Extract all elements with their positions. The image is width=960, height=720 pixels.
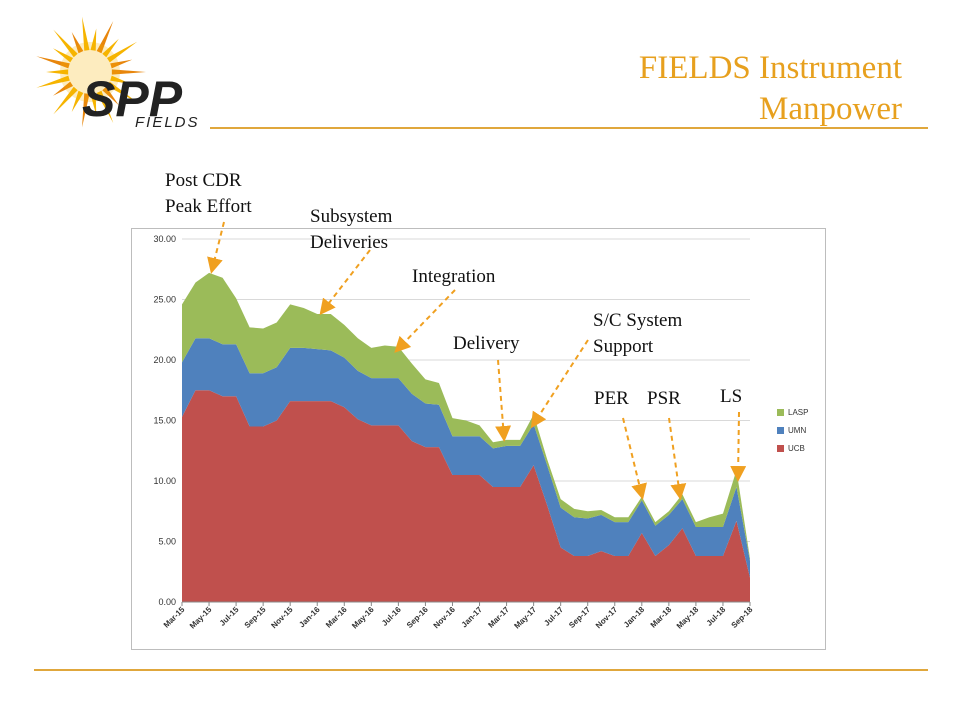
sun-ray bbox=[36, 56, 70, 69]
area-umn bbox=[182, 338, 750, 578]
x-tick-label: Mar-17 bbox=[486, 605, 511, 630]
sun-ray bbox=[52, 81, 74, 96]
x-tick-label: Nov-16 bbox=[432, 605, 458, 631]
annotation-post-cdr: Post CDR Peak Effort bbox=[165, 168, 252, 220]
annotation-post-cdr-line1: Post CDR bbox=[165, 170, 242, 191]
sun-ray bbox=[71, 31, 84, 54]
sun-ray bbox=[106, 81, 138, 103]
sun-ray bbox=[111, 69, 146, 75]
sun-ray bbox=[96, 90, 114, 123]
x-tick-label: Jul-18 bbox=[705, 605, 728, 628]
sun-ray bbox=[106, 41, 138, 63]
annotation-post-cdr-line2: Peak Effort bbox=[165, 196, 252, 217]
x-tick-label: Sep-18 bbox=[729, 605, 754, 630]
y-tick-label: 25.00 bbox=[153, 295, 176, 305]
annotation-sc-line1: S/C System bbox=[593, 310, 683, 331]
y-tick-label: 20.00 bbox=[153, 355, 176, 365]
x-tick-label: Jan-17 bbox=[460, 605, 485, 630]
annotation-per: PER bbox=[594, 388, 629, 409]
sun-ray bbox=[53, 86, 78, 115]
x-tick-label: May-16 bbox=[350, 605, 376, 631]
sun-ray bbox=[82, 16, 90, 51]
sun-ray bbox=[102, 38, 119, 58]
x-tick-label: May-18 bbox=[675, 605, 701, 631]
x-tick-label: May-15 bbox=[188, 605, 214, 631]
x-tick-label: Nov-17 bbox=[594, 605, 620, 631]
annotation-delivery: Delivery bbox=[453, 333, 520, 354]
sun-ray bbox=[53, 29, 78, 58]
sun-ray bbox=[36, 75, 70, 88]
sun-ray bbox=[102, 86, 119, 106]
x-tick-label: May-17 bbox=[512, 605, 538, 631]
legend-swatch-lasp bbox=[777, 409, 784, 416]
manpower-chart: 0.00 5.00 10.00 15.00 20.00 25.00 30.00 Mar-15 M… bbox=[131, 228, 826, 650]
y-tick-label: 5.00 bbox=[158, 537, 176, 547]
sun-ray bbox=[82, 93, 90, 128]
x-tick-label: Jul-15 bbox=[218, 605, 241, 628]
area-lasp bbox=[182, 272, 750, 561]
sun-ray bbox=[96, 21, 114, 54]
x-tick-label: Mar-16 bbox=[324, 605, 349, 630]
area-ucb bbox=[182, 390, 750, 602]
x-tick-label: Jul-17 bbox=[542, 605, 565, 628]
x-tick-label: Sep-15 bbox=[243, 605, 268, 630]
legend-label-ucb: UCB bbox=[788, 444, 805, 453]
annotation-psr: PSR bbox=[647, 388, 681, 409]
title-line-1: FIELDS Instrument bbox=[638, 50, 902, 86]
sun-logo-icon: SPP FIELDS bbox=[36, 16, 200, 131]
y-tick-label: 0.00 bbox=[158, 597, 176, 607]
x-tick-label: Mar-18 bbox=[649, 605, 674, 630]
logo-sub-text: FIELDS bbox=[135, 114, 200, 131]
x-tick-label: Mar-15 bbox=[162, 605, 187, 630]
annotation-subsystem-line2: Deliveries bbox=[310, 232, 389, 253]
annotation-sc-line2: Support bbox=[593, 336, 654, 357]
sun-ray bbox=[110, 75, 133, 85]
legend-label-lasp: LASP bbox=[788, 408, 808, 417]
x-tick-label: Jan-16 bbox=[297, 605, 322, 630]
sun-ray bbox=[90, 28, 97, 51]
legend-label-umn: UMN bbox=[788, 426, 806, 435]
y-tick-label: 30.00 bbox=[153, 234, 176, 244]
y-tick-label: 15.00 bbox=[153, 416, 176, 426]
sun-ray bbox=[46, 69, 69, 75]
sun-ray bbox=[52, 48, 74, 63]
sun-ray bbox=[110, 59, 133, 69]
legend-swatch-umn bbox=[777, 427, 784, 434]
x-tick-label: Jul-16 bbox=[380, 605, 403, 628]
annotation-subsystem-line1: Subsystem bbox=[310, 206, 393, 227]
annotation-ls: LS bbox=[720, 386, 743, 407]
x-tick-label: Nov-15 bbox=[269, 605, 295, 631]
page-title: FIELDS Instrument Manpower bbox=[639, 48, 902, 130]
logo-main-text: SPP bbox=[82, 71, 183, 127]
annotation-integration: Integration bbox=[412, 266, 496, 287]
sun-ray bbox=[71, 90, 84, 113]
y-tick-label: 10.00 bbox=[153, 476, 176, 486]
annotation-subsystem: Subsystem Deliveries bbox=[310, 204, 392, 256]
footer-divider bbox=[34, 669, 928, 671]
x-tick-label: Sep-16 bbox=[405, 605, 430, 630]
spp-fields-logo: SPP FIELDS bbox=[20, 14, 250, 134]
title-line-2: Manpower bbox=[759, 91, 902, 127]
legend-swatch-ucb bbox=[777, 445, 784, 452]
annotation-sc-support: S/C System Support bbox=[593, 308, 682, 360]
header-divider bbox=[210, 127, 928, 129]
sun-ray bbox=[90, 93, 97, 116]
x-tick-label: Jan-18 bbox=[622, 605, 647, 630]
x-tick-label: Sep-17 bbox=[567, 605, 592, 630]
